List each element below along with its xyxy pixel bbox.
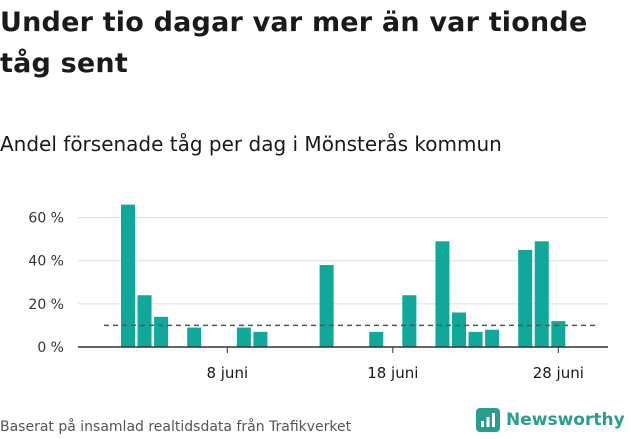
bar: [551, 321, 566, 347]
x-tick-label: 18 juni: [367, 364, 418, 382]
bar: [253, 331, 268, 347]
bars: [121, 204, 566, 347]
bar: [154, 316, 169, 347]
bar: [435, 241, 450, 347]
brand-logo: Newsworthy: [476, 408, 625, 432]
source-note: Baserat på insamlad realtidsdata från Tr…: [0, 419, 352, 435]
y-axis-labels: 0 % 20 % 40 % 60 %: [28, 211, 64, 356]
bar: [369, 331, 384, 347]
bar: [534, 241, 549, 347]
bar: [485, 329, 500, 347]
bar: [121, 204, 135, 347]
bar: [137, 295, 152, 347]
x-tick-label: 8 juni: [206, 364, 248, 382]
bar: [468, 331, 483, 347]
y-tick-label: 20 %: [28, 297, 64, 313]
newsworthy-logo-icon: [476, 408, 500, 432]
x-tick-label: 28 juni: [533, 364, 584, 382]
y-tick-label: 40 %: [28, 254, 64, 270]
bar: [452, 312, 466, 347]
y-tick-label: 60 %: [28, 211, 64, 227]
bar: [236, 327, 251, 347]
bar: [518, 249, 533, 347]
brand-name: Newsworthy: [506, 410, 625, 430]
chart-title: Under tio dagar var mer än var tionde tå…: [0, 7, 588, 79]
bar: [319, 265, 334, 347]
x-axis-ticks: 8 juni 18 juni 28 juni: [206, 347, 584, 382]
bar: [402, 295, 417, 347]
bar-chart: 0 % 20 % 40 % 60 % 8 juni 18 juni 28 juni: [28, 204, 608, 382]
bar: [187, 327, 202, 347]
y-tick-label: 0 %: [37, 340, 64, 356]
chart-subtitle: Andel försenade tåg per dag i Mönsterås …: [0, 132, 502, 156]
